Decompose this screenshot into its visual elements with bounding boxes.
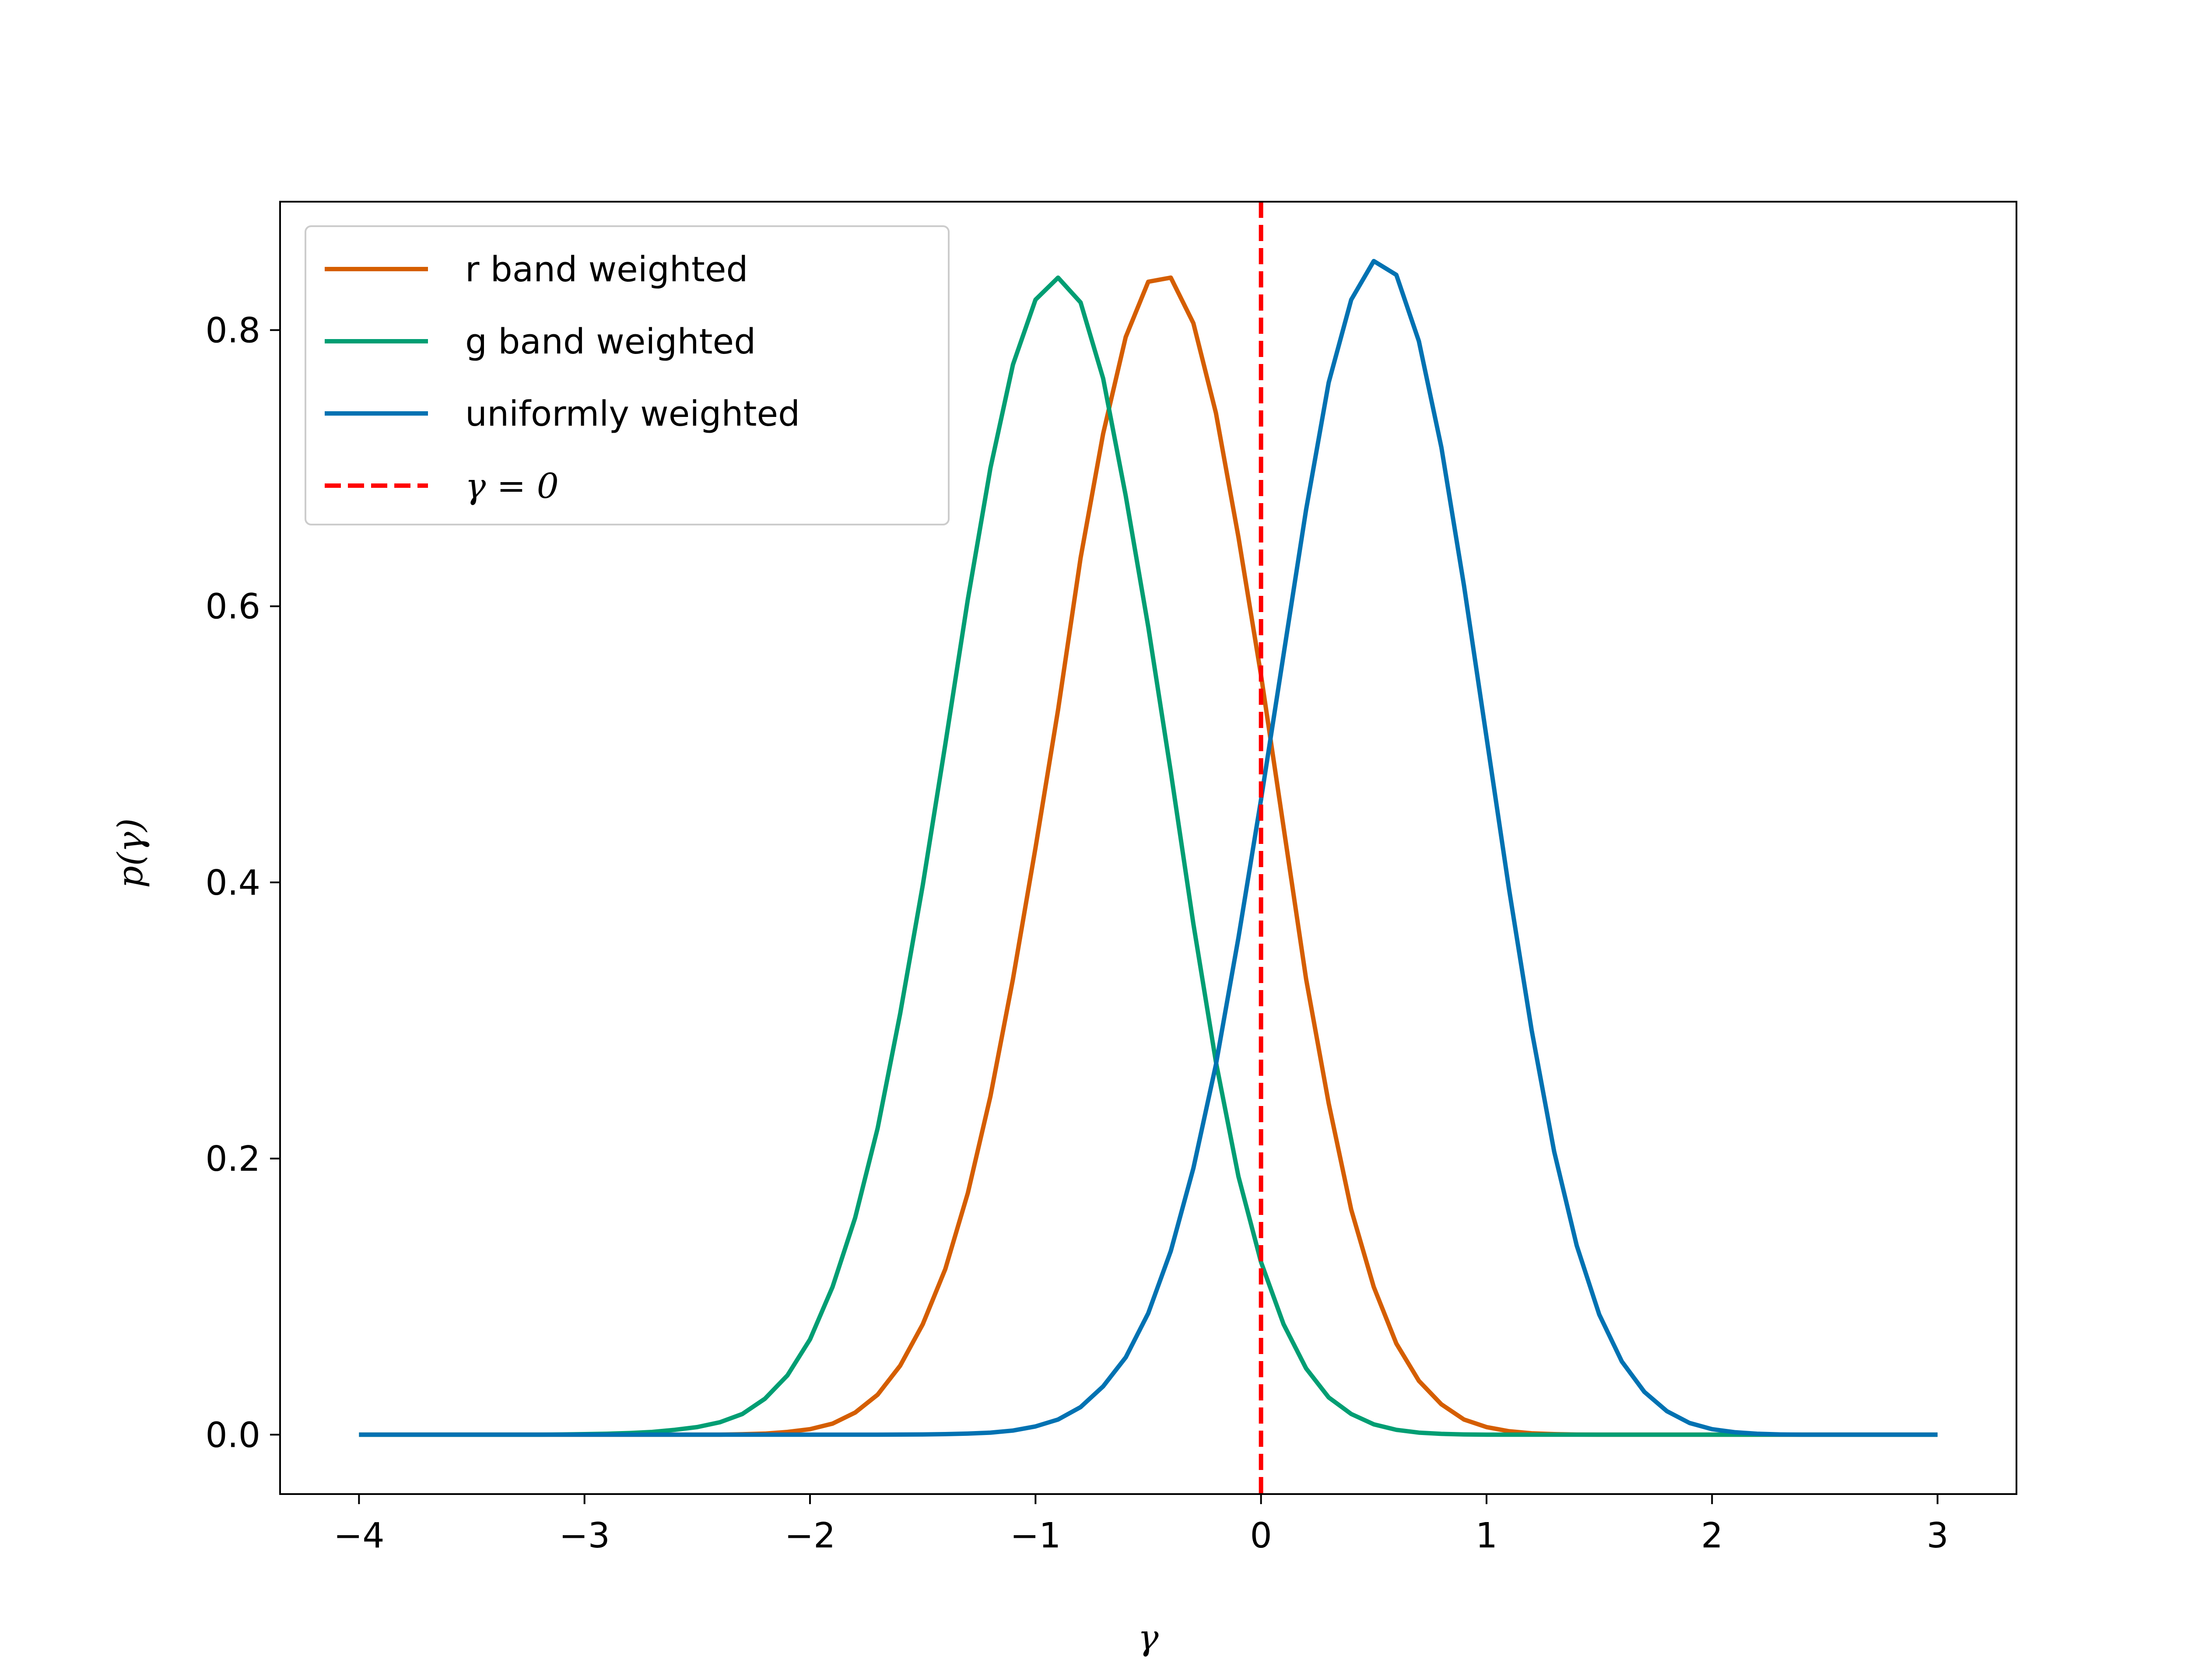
x-tick-label: −3 bbox=[559, 1516, 610, 1556]
y-axis: 0.0 0.2 0.4 0.6 0.8 bbox=[205, 311, 280, 1455]
y-tick-label: 0.8 bbox=[205, 311, 260, 351]
x-tick-label: 1 bbox=[1476, 1516, 1497, 1556]
y-axis-label: p(γ) bbox=[110, 818, 151, 888]
y-tick-label: 0.0 bbox=[205, 1415, 260, 1455]
legend-label-2: g band weighted bbox=[465, 322, 756, 362]
legend: r band weighted g band weighted uniformly … bbox=[305, 225, 950, 525]
y-tick-label: 0.6 bbox=[205, 587, 260, 627]
x-tick-label: 3 bbox=[1927, 1516, 1949, 1556]
series-line-3 bbox=[359, 259, 1938, 1437]
y-tick-label: 0.2 bbox=[205, 1139, 260, 1179]
legend-box bbox=[305, 225, 950, 525]
x-tick-label: 0 bbox=[1250, 1516, 1272, 1556]
legend-label-1: r band weighted bbox=[465, 249, 748, 290]
y-tick-label: 0.4 bbox=[205, 863, 260, 903]
x-tick-label: −2 bbox=[785, 1516, 835, 1556]
x-axis: −4 −3 −2 −1 0 1 2 3 bbox=[333, 1494, 1949, 1556]
x-tick-label: 2 bbox=[1701, 1516, 1723, 1556]
plot-frame bbox=[279, 201, 2017, 1495]
plot-content bbox=[359, 202, 1938, 1494]
x-tick-label: −1 bbox=[1010, 1516, 1061, 1556]
x-tick-label: −4 bbox=[333, 1516, 384, 1556]
legend-label-3: uniformly weighted bbox=[465, 394, 800, 434]
x-axis-label: γ bbox=[1138, 1617, 1159, 1658]
legend-label-4: γ = 0 bbox=[465, 466, 559, 506]
